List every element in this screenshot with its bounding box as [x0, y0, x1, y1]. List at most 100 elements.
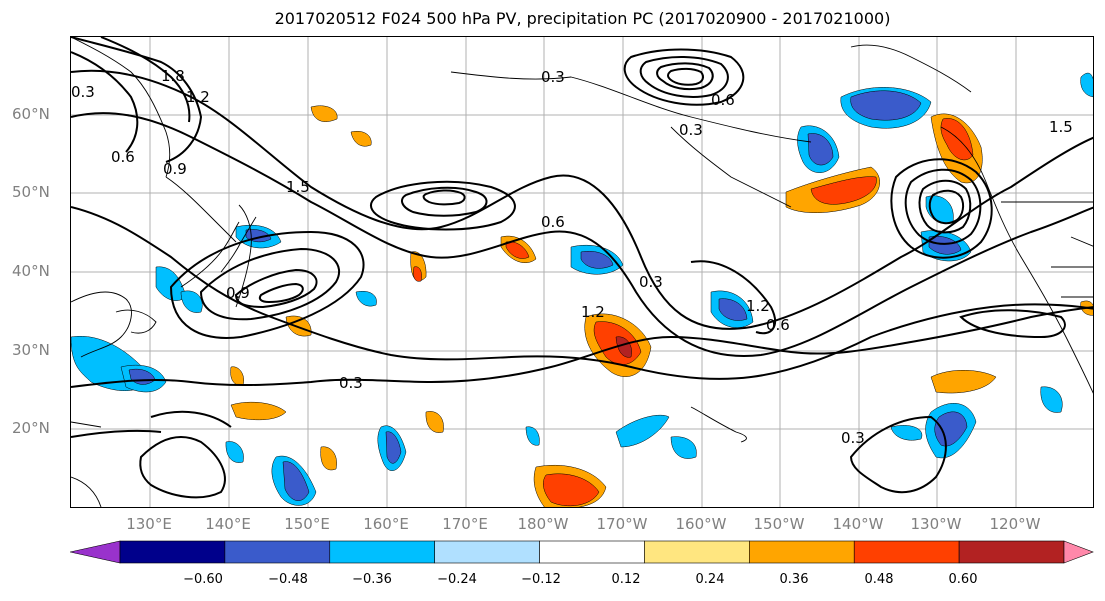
colorbar-segment — [539, 540, 645, 564]
contour-label: 0.6 — [541, 213, 565, 231]
colorbar-segment — [329, 540, 435, 564]
precip-blob — [230, 366, 244, 386]
pv-contour — [139, 436, 226, 499]
lat-label-30n: 30°N — [12, 341, 50, 359]
pv-contour — [71, 37, 203, 163]
colorbar-segment — [224, 540, 331, 564]
colorbar-segment — [749, 540, 855, 564]
pv-contours — [71, 37, 1093, 499]
precip-blob — [807, 133, 834, 166]
contour-label: 1.5 — [1049, 118, 1073, 136]
pv-contour — [71, 429, 162, 438]
pv-contour — [667, 67, 705, 86]
pv-contour — [623, 48, 745, 106]
colorbar-tick-label: 0.24 — [695, 572, 725, 587]
colorbar — [70, 540, 1094, 564]
colorbar-tick-label: 0.48 — [864, 572, 894, 587]
pv-contour — [959, 309, 1066, 339]
map-plot: 1.8 1.2 0.6 0.3 0.9 1.5 0.6 0.3 1.2 0.6 … — [71, 37, 1093, 507]
lon-label-140e: 140°E — [205, 515, 251, 533]
pv-contour — [690, 260, 776, 335]
precip-blob — [718, 298, 748, 321]
colorbar-tick-label: −0.12 — [521, 572, 561, 587]
colorbar-segment — [853, 540, 960, 564]
precip-blob — [505, 241, 530, 259]
pv-contour — [918, 179, 972, 234]
precip-blob — [425, 411, 444, 433]
pv-contour — [169, 230, 365, 339]
pv-contour — [258, 282, 304, 304]
pv-contour — [199, 247, 341, 321]
pv-contour — [890, 158, 993, 259]
precip-blob — [285, 315, 312, 337]
precip-blob — [225, 441, 244, 463]
colorbar-extend-max — [1063, 540, 1094, 564]
precip-blob — [850, 90, 922, 121]
lon-label-140w: 140°W — [832, 515, 884, 533]
lon-label-130w: 130°W — [910, 515, 962, 533]
precip-blob — [413, 266, 422, 282]
lon-label-160e: 160°E — [363, 515, 409, 533]
colorbar-segment — [644, 540, 750, 564]
precip-blob — [615, 414, 670, 448]
contour-label: 0.3 — [541, 68, 565, 86]
precip-blob — [1080, 72, 1093, 98]
precip-blob — [350, 131, 372, 147]
precip-blob — [310, 105, 338, 122]
pv-contour — [422, 189, 466, 206]
lat-label-40n: 40°N — [12, 262, 50, 280]
precip-blob — [525, 426, 540, 446]
colorbar-tick-label: −0.48 — [268, 572, 308, 587]
pv-contour — [400, 186, 488, 217]
pv-contour — [71, 51, 139, 153]
pv-contour — [928, 189, 965, 225]
precip-blob — [180, 290, 203, 313]
precip-blob — [810, 176, 877, 205]
pv-contour — [234, 268, 318, 309]
precip-blob — [890, 425, 923, 441]
precip-blob — [355, 291, 377, 307]
contour-label: 1.2 — [186, 88, 210, 106]
lon-label-160w: 160°W — [675, 515, 727, 533]
pv-contour — [71, 69, 1093, 330]
colorbar-segment — [958, 540, 1065, 564]
precip-blob — [580, 251, 614, 269]
contour-label: 0.3 — [639, 273, 663, 291]
contour-label: 1.2 — [746, 297, 770, 315]
colorbar-segment — [119, 540, 226, 564]
pv-contour — [100, 37, 191, 123]
contour-label: 1.2 — [581, 303, 605, 321]
contour-label: 1.5 — [286, 178, 310, 196]
lon-label-180w: 180°W — [517, 515, 569, 533]
lon-label-130e: 130°E — [126, 515, 172, 533]
precip-blob — [615, 336, 632, 358]
lat-label-50n: 50°N — [12, 183, 50, 201]
precip-blob — [543, 473, 600, 507]
pv-contour — [150, 410, 232, 428]
pv-contour — [656, 62, 714, 91]
colorbar-tick-label: 0.12 — [611, 572, 641, 587]
precip-blob — [385, 431, 402, 464]
contour-label: 0.3 — [679, 121, 703, 139]
map-panel: 1.8 1.2 0.6 0.3 0.9 1.5 0.6 0.3 1.2 0.6 … — [70, 36, 1094, 508]
colorbar-tick-label: −0.24 — [437, 572, 477, 587]
lon-label-150w: 150°W — [753, 515, 805, 533]
precip-blob — [928, 236, 962, 255]
pv-contour — [849, 415, 947, 494]
contour-label: 0.6 — [111, 148, 135, 166]
lat-label-20n: 20°N — [12, 419, 50, 437]
colorbar-segment — [434, 540, 540, 564]
precip-blob — [230, 401, 287, 421]
pv-contour — [904, 168, 982, 245]
colorbar-tick-label: −0.60 — [183, 572, 223, 587]
lat-label-60n: 60°N — [12, 105, 50, 123]
lon-label-170e: 170°E — [442, 515, 488, 533]
contour-label: 0.9 — [226, 284, 250, 302]
contour-label: 0.3 — [339, 374, 363, 392]
precip-blob — [1040, 386, 1063, 413]
contour-label: 0.9 — [163, 160, 187, 178]
precip-blob — [940, 118, 974, 161]
colorbar-extend-min — [70, 540, 121, 564]
contour-label: 0.3 — [841, 429, 865, 447]
precip-blob — [282, 461, 310, 501]
